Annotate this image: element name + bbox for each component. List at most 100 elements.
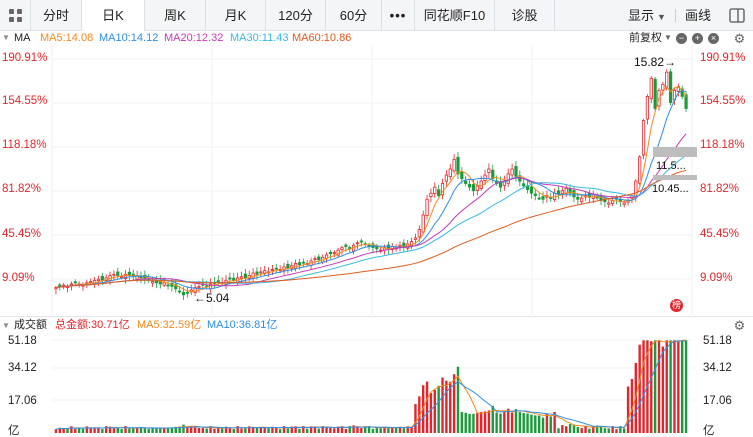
volume-bar <box>139 427 143 433</box>
candle-body <box>537 197 541 200</box>
volume-bar <box>348 426 351 433</box>
volume-bar <box>599 426 603 433</box>
close-indicator-icon[interactable]: × <box>708 33 719 44</box>
volume-bar <box>483 411 487 433</box>
candle-body <box>580 197 584 203</box>
diagnose-button[interactable]: 诊股 <box>495 0 555 31</box>
volume-bar <box>592 426 595 433</box>
ma5-line <box>55 85 687 293</box>
candle-body <box>653 78 657 109</box>
volume-bar <box>317 428 321 433</box>
volume-bar <box>112 428 116 433</box>
volume-bar <box>97 427 100 433</box>
adjust-chevron-icon[interactable]: ▼ <box>664 33 672 42</box>
tab-daily-k[interactable]: 日K <box>82 0 145 31</box>
volume-bar <box>630 379 634 433</box>
candle-body <box>154 280 159 284</box>
candle-body <box>162 282 166 286</box>
volume-bar <box>282 426 286 433</box>
candle-body <box>259 271 263 274</box>
more-periods-button[interactable]: ••• <box>382 0 415 31</box>
candle-body <box>572 190 576 198</box>
volume-bar <box>360 427 363 433</box>
volume-bar <box>85 426 89 433</box>
volume-bar <box>290 426 293 433</box>
grid-menu-icon[interactable] <box>0 0 31 31</box>
volume-bar <box>190 426 193 433</box>
candle-body <box>510 168 514 176</box>
adjust-mode[interactable]: 前复权 <box>629 32 662 44</box>
volume-bar <box>255 427 259 433</box>
candle-body <box>216 280 220 283</box>
candle-body <box>398 244 402 247</box>
candle-body <box>533 193 537 197</box>
volume-bar <box>135 427 139 433</box>
volume-bar <box>364 427 367 433</box>
candle-body <box>649 77 653 100</box>
candle-body <box>669 71 673 103</box>
candle-body <box>576 196 580 200</box>
candle-body <box>444 174 448 182</box>
ma10-value: MA10:14.12 <box>99 32 159 44</box>
indicator-name[interactable]: MA <box>14 32 31 44</box>
display-menu[interactable]: 显示 ▼ <box>628 0 666 31</box>
volume-bar <box>565 426 568 433</box>
candle-body <box>69 283 73 286</box>
candle-body <box>100 276 104 281</box>
volume-bar <box>615 429 618 433</box>
sidebar-toggle-icon[interactable] <box>726 0 748 31</box>
price-tick-left: 9.09% <box>2 272 35 284</box>
f10-button[interactable]: 同花顺F10 <box>415 0 495 31</box>
zoom-out-icon[interactable]: − <box>676 33 687 44</box>
candle-body <box>506 173 510 184</box>
tab-60min[interactable]: 60分 <box>326 0 382 31</box>
volume-bar <box>468 413 471 433</box>
candle-body <box>328 251 333 255</box>
tab-weekly-k[interactable]: 周K <box>145 0 206 31</box>
volume-bar <box>541 417 545 433</box>
volume-bar <box>665 340 668 433</box>
candle-body <box>622 202 626 205</box>
ma10-line <box>55 90 687 290</box>
volume-bar <box>476 412 479 433</box>
volume-settings-gear-icon[interactable]: ⚙ <box>733 318 746 333</box>
volume-bar <box>162 427 166 433</box>
volume-tick-right: 17.06 <box>703 395 732 407</box>
candle-body <box>150 281 155 284</box>
draw-line-button[interactable]: 画线 <box>685 8 712 23</box>
volume-bar <box>224 426 228 433</box>
volume-bar <box>236 426 239 433</box>
collapse-arrow-icon[interactable]: ▼ <box>2 321 10 330</box>
settings-gear-icon[interactable]: ⚙ <box>733 31 746 46</box>
volume-tick-left: 17.06 <box>8 395 37 407</box>
volume-bar <box>124 426 127 433</box>
zoom-in-icon[interactable]: + <box>692 33 703 44</box>
tab-monthly-k[interactable]: 月K <box>206 0 266 31</box>
collapse-arrow-icon[interactable]: ▼ <box>2 33 10 42</box>
volume-bar <box>228 427 232 433</box>
volume-bar <box>205 428 208 433</box>
ranking-badge-icon[interactable]: 榜 <box>670 299 683 312</box>
candle-body <box>228 277 232 280</box>
volume-bar <box>278 429 282 433</box>
pane-divider[interactable] <box>0 316 753 317</box>
volume-indicator-name[interactable]: 成交额 <box>14 319 47 331</box>
volume-ma5-line <box>55 339 687 430</box>
ma30-line <box>55 154 687 289</box>
volume-bar <box>379 428 382 433</box>
tab-120min[interactable]: 120分 <box>266 0 326 31</box>
volume-bar <box>619 426 622 433</box>
volume-bar <box>275 427 278 433</box>
volume-bar <box>425 381 429 433</box>
candle-body <box>297 262 302 265</box>
volume-bar <box>495 412 498 433</box>
candle-body <box>232 277 236 281</box>
volume-bar <box>170 427 174 433</box>
volume-bar <box>514 409 518 433</box>
volume-bar <box>537 415 541 433</box>
volume-bar <box>650 341 653 433</box>
volume-bar <box>108 426 112 433</box>
tab-timeshare[interactable]: 分时 <box>31 0 82 31</box>
candle-body <box>375 246 379 250</box>
